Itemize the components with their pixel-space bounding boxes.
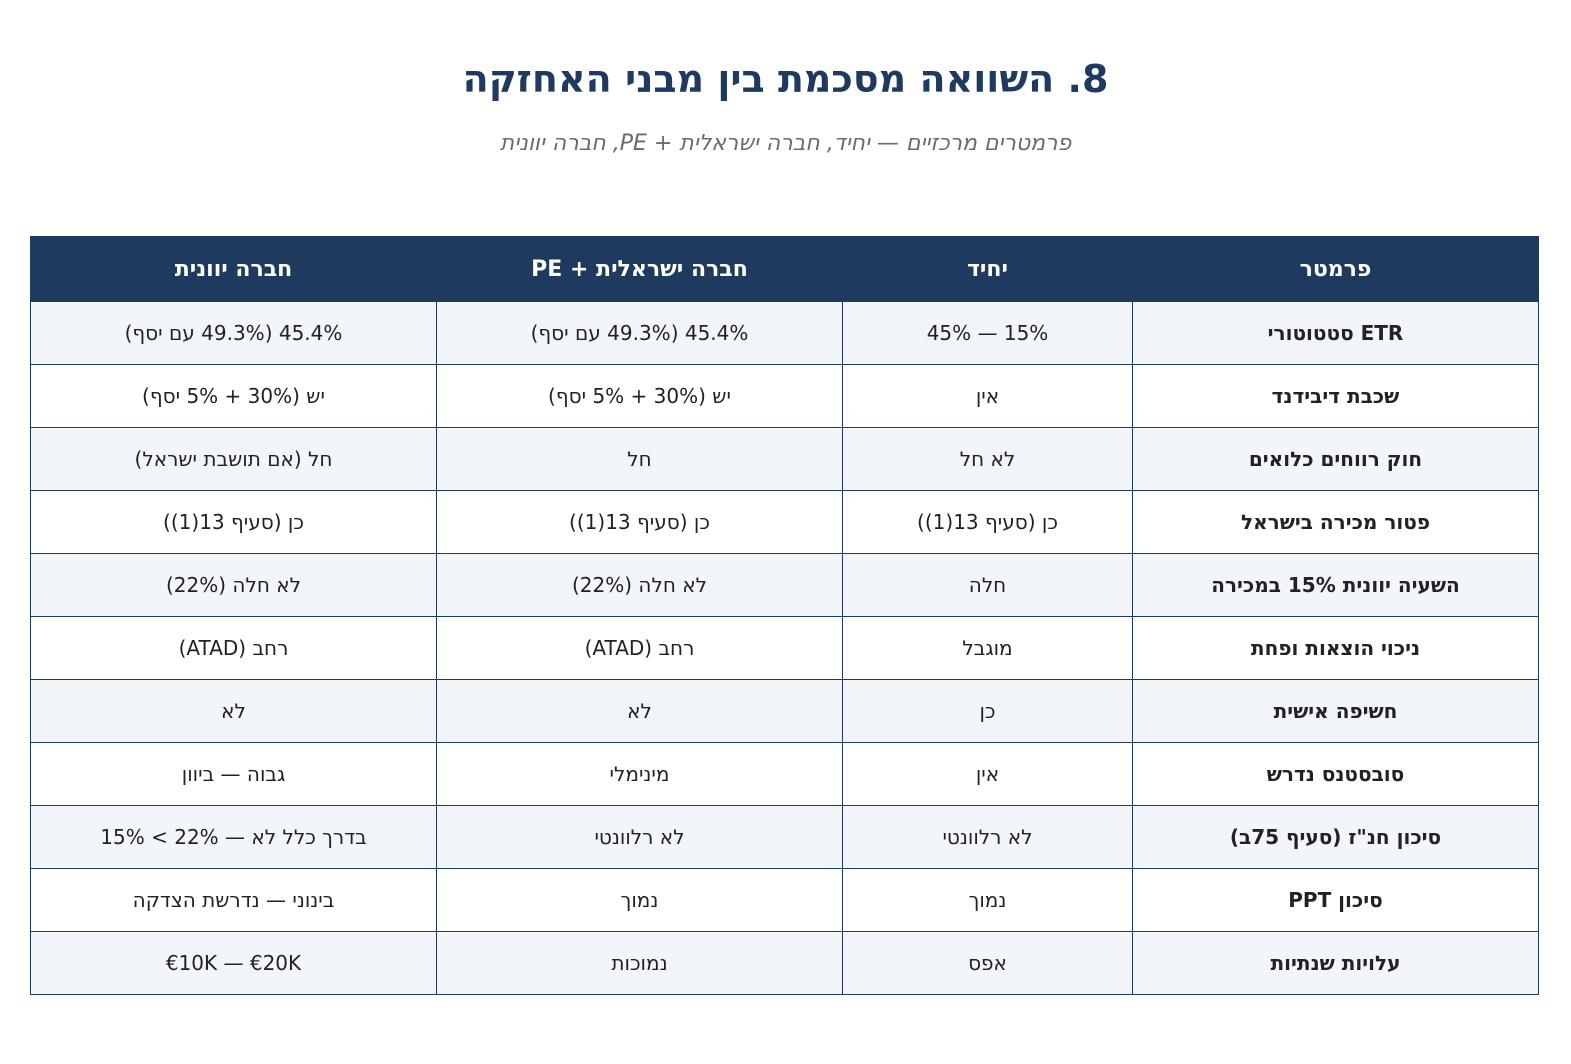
row-parameter: ניכוי הוצאות ופחת bbox=[1132, 616, 1539, 680]
cell-israeli-company-pe: מינימלי bbox=[436, 742, 843, 806]
row-parameter: פטור מכירה בישראל bbox=[1132, 490, 1539, 554]
cell-israeli-company-pe: נמוכות bbox=[436, 931, 843, 995]
cell-greek-company: יש (30% + 5% יסף) bbox=[30, 364, 437, 428]
row-parameter: עלויות שנתיות bbox=[1132, 931, 1539, 995]
cell-individual: לא חל bbox=[842, 427, 1133, 491]
column-header-parameter: פרמטר bbox=[1132, 236, 1539, 302]
page-subtitle: פרמטרים מרכזיים — יחיד, חברה ישראלית + P… bbox=[499, 131, 1072, 156]
cell-greek-company: לא חלה (22%) bbox=[30, 553, 437, 617]
cell-greek-company: €10K — €20K bbox=[30, 931, 437, 995]
table-row: חוק רווחים כלואים לא חל חל חל (אם תושבת … bbox=[30, 427, 1539, 491]
row-parameter: סובסטנס נדרש bbox=[1132, 742, 1539, 806]
cell-individual: לא רלוונטי bbox=[842, 805, 1133, 869]
table-row: סובסטנס נדרש אין מינימלי גבוה — ביוון bbox=[30, 742, 1539, 806]
row-parameter: שכבת דיבידנד bbox=[1132, 364, 1539, 428]
table-row: שכבת דיבידנד אין יש (30% + 5% יסף) יש (3… bbox=[30, 364, 1539, 428]
cell-individual: אין bbox=[842, 364, 1133, 428]
column-header-israeli-company-pe: חברה ישראלית + PE bbox=[436, 236, 843, 302]
column-header-greek-company: חברה יוונית bbox=[30, 236, 437, 302]
cell-israeli-company-pe: כן (סעיף 13(1)) bbox=[436, 490, 843, 554]
table-row: ETR סטטוטורי 15% — 45% 45.4% (49.3% עם י… bbox=[30, 301, 1539, 365]
cell-individual: נמוך bbox=[842, 868, 1133, 932]
cell-israeli-company-pe: לא חלה (22%) bbox=[436, 553, 843, 617]
cell-individual: אין bbox=[842, 742, 1133, 806]
table-row: סיכון חנ"ז (סעיף 75ב) לא רלוונטי לא רלוו… bbox=[30, 805, 1539, 869]
row-parameter: ETR סטטוטורי bbox=[1132, 301, 1539, 365]
row-parameter: סיכון חנ"ז (סעיף 75ב) bbox=[1132, 805, 1539, 869]
cell-individual: כן bbox=[842, 679, 1133, 743]
cell-israeli-company-pe: רחב (ATAD) bbox=[436, 616, 843, 680]
row-parameter: חשיפה אישית bbox=[1132, 679, 1539, 743]
row-parameter: השעיה יוונית 15% במכירה bbox=[1132, 553, 1539, 617]
cell-individual: כן (סעיף 13(1)) bbox=[842, 490, 1133, 554]
row-parameter: חוק רווחים כלואים bbox=[1132, 427, 1539, 491]
table-row: חשיפה אישית כן לא לא bbox=[30, 679, 1539, 743]
cell-individual: 15% — 45% bbox=[842, 301, 1133, 365]
cell-israeli-company-pe: לא bbox=[436, 679, 843, 743]
table-row: השעיה יוונית 15% במכירה חלה לא חלה (22%)… bbox=[30, 553, 1539, 617]
cell-greek-company: גבוה — ביוון bbox=[30, 742, 437, 806]
table-row: סיכון PPT נמוך נמוך בינוני — נדרשת הצדקה bbox=[30, 868, 1539, 932]
table-row: עלויות שנתיות אפס נמוכות €10K — €20K bbox=[30, 931, 1539, 995]
cell-greek-company: רחב (ATAD) bbox=[30, 616, 437, 680]
table-row: פטור מכירה בישראל כן (סעיף 13(1)) כן (סע… bbox=[30, 490, 1539, 554]
row-parameter: סיכון PPT bbox=[1132, 868, 1539, 932]
cell-greek-company: 45.4% (49.3% עם יסף) bbox=[30, 301, 437, 365]
cell-greek-company: לא bbox=[30, 679, 437, 743]
table-row: ניכוי הוצאות ופחת מוגבל רחב (ATAD) רחב (… bbox=[30, 616, 1539, 680]
cell-israeli-company-pe: נמוך bbox=[436, 868, 843, 932]
cell-individual: מוגבל bbox=[842, 616, 1133, 680]
cell-israeli-company-pe: לא רלוונטי bbox=[436, 805, 843, 869]
cell-israeli-company-pe: 45.4% (49.3% עם יסף) bbox=[436, 301, 843, 365]
cell-greek-company: בינוני — נדרשת הצדקה bbox=[30, 868, 437, 932]
cell-individual: אפס bbox=[842, 931, 1133, 995]
cell-greek-company: בדרך כלל לא — 22% > 15% bbox=[30, 805, 437, 869]
column-header-individual: יחיד bbox=[842, 236, 1133, 302]
table-header-row: פרמטר יחיד חברה ישראלית + PE חברה יוונית bbox=[30, 236, 1539, 302]
cell-israeli-company-pe: חל bbox=[436, 427, 843, 491]
cell-greek-company: כן (סעיף 13(1)) bbox=[30, 490, 437, 554]
cell-individual: חלה bbox=[842, 553, 1133, 617]
cell-greek-company: חל (אם תושבת ישראל) bbox=[30, 427, 437, 491]
page-title: 8. השוואה מסכמת בין מבני האחזקה bbox=[462, 57, 1109, 101]
cell-israeli-company-pe: יש (30% + 5% יסף) bbox=[436, 364, 843, 428]
comparison-table: פרמטר יחיד חברה ישראלית + PE חברה יוונית… bbox=[30, 236, 1539, 995]
